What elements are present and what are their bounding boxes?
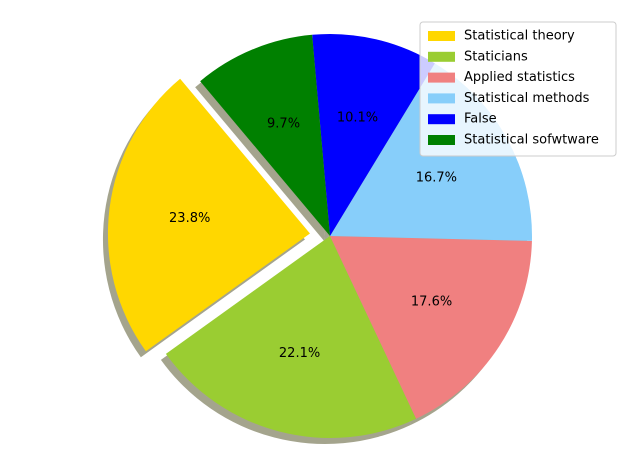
legend-label-staticians: Staticians [464, 49, 528, 64]
legend-label-false: False [464, 112, 497, 127]
legend-frame [419, 21, 617, 157]
percent-label-false: 10.1% [337, 110, 378, 125]
percent-label-statistical-theory: 23.8% [169, 211, 210, 226]
legend-label-statistical-methods: Statistical methods [464, 91, 590, 106]
legend-swatch-statistical-sofwtware [428, 135, 455, 145]
legend: Statistical theory Staticians Applied stat… [419, 21, 617, 157]
pie-slice-applied-statistics [330, 236, 532, 419]
legend-label-applied-statistics: Applied statistics [464, 70, 575, 85]
percent-label-statistical-sofwtware: 9.7% [267, 117, 300, 132]
legend-swatch-statistical-methods [428, 93, 455, 104]
pie-slice-statistical-theory [107, 78, 310, 352]
legend-swatch-applied-statistics [428, 72, 455, 83]
pie-slice-false [312, 34, 435, 237]
percent-label-staticians: 22.1% [279, 346, 320, 361]
percent-label-statistical-methods: 16.7% [416, 170, 457, 185]
pie-slice-statistical-sofwtware [200, 34, 330, 236]
percent-label-applied-statistics: 17.6% [411, 295, 452, 310]
legend-label-statistical-sofwtware: Statistical sofwtware [464, 133, 599, 148]
legend-swatch-statistical-theory [428, 31, 455, 41]
percent-labels: 23.8% 22.1% 17.6% 16.7% 10.1% 9.7% [169, 110, 457, 360]
legend-swatch-staticians [428, 51, 455, 62]
pie-slice-staticians [165, 236, 417, 438]
legend-swatch-false [428, 114, 455, 125]
legend-label-statistical-theory: Statistical theory [464, 29, 575, 44]
